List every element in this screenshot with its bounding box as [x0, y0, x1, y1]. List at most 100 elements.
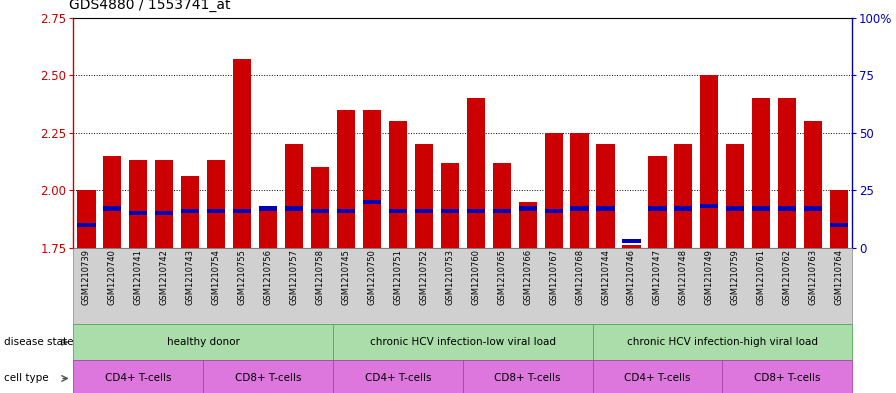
Bar — [519, 202, 537, 248]
Bar — [155, 160, 174, 248]
Text: GSM1210756: GSM1210756 — [263, 249, 272, 305]
Bar — [571, 206, 589, 211]
Bar — [571, 132, 589, 248]
Text: GSM1210760: GSM1210760 — [471, 249, 480, 305]
Bar — [415, 144, 433, 248]
Text: CD4+ T-cells: CD4+ T-cells — [365, 373, 431, 384]
Bar — [233, 59, 251, 248]
Bar — [285, 206, 303, 211]
Text: GSM1210749: GSM1210749 — [705, 249, 714, 305]
Bar — [727, 144, 745, 248]
Bar — [467, 98, 485, 248]
Bar — [545, 132, 563, 248]
Bar — [77, 222, 96, 227]
Text: chronic HCV infection-low viral load: chronic HCV infection-low viral load — [370, 337, 556, 347]
Bar — [493, 163, 511, 248]
Bar — [337, 209, 355, 213]
Text: GSM1210741: GSM1210741 — [134, 249, 142, 305]
Bar — [233, 209, 251, 213]
Text: GSM1210754: GSM1210754 — [211, 249, 220, 305]
Text: CD8+ T-cells: CD8+ T-cells — [495, 373, 561, 384]
Bar — [207, 160, 225, 248]
Text: GSM1210744: GSM1210744 — [601, 249, 610, 305]
Bar — [597, 144, 615, 248]
Bar — [675, 206, 693, 211]
Bar — [129, 211, 148, 215]
Bar — [830, 222, 849, 227]
Bar — [804, 206, 823, 211]
Bar — [103, 156, 122, 248]
Bar — [155, 211, 174, 215]
Bar — [701, 75, 719, 248]
Text: GSM1210762: GSM1210762 — [783, 249, 792, 305]
Bar — [259, 206, 277, 248]
Bar — [623, 245, 641, 248]
Text: GSM1210753: GSM1210753 — [445, 249, 454, 305]
Bar — [649, 206, 667, 211]
Text: GSM1210750: GSM1210750 — [367, 249, 376, 305]
Text: GSM1210746: GSM1210746 — [627, 249, 636, 305]
Text: GSM1210745: GSM1210745 — [341, 249, 350, 305]
Text: GSM1210768: GSM1210768 — [575, 249, 584, 305]
Text: GSM1210748: GSM1210748 — [679, 249, 688, 305]
Text: GSM1210765: GSM1210765 — [497, 249, 506, 305]
Bar — [545, 209, 563, 213]
Text: GSM1210747: GSM1210747 — [653, 249, 662, 305]
Bar — [752, 98, 771, 248]
Text: healthy donor: healthy donor — [167, 337, 240, 347]
Text: GSM1210743: GSM1210743 — [185, 249, 194, 305]
Bar — [778, 98, 797, 248]
Bar — [804, 121, 823, 248]
Text: GSM1210766: GSM1210766 — [523, 249, 532, 305]
Text: GSM1210764: GSM1210764 — [834, 249, 844, 305]
Bar — [727, 206, 745, 211]
Bar — [363, 200, 381, 204]
Bar — [493, 209, 511, 213]
Bar — [207, 209, 225, 213]
Text: CD8+ T-cells: CD8+ T-cells — [235, 373, 301, 384]
Bar — [311, 167, 329, 248]
Bar — [778, 206, 797, 211]
Text: disease state: disease state — [4, 337, 74, 347]
Text: cell type: cell type — [4, 373, 49, 384]
Bar — [675, 144, 693, 248]
Text: GSM1210751: GSM1210751 — [393, 249, 402, 305]
Bar — [129, 160, 148, 248]
Bar — [441, 209, 459, 213]
Bar — [649, 156, 667, 248]
Bar — [181, 176, 199, 248]
Bar — [337, 110, 355, 248]
Text: GDS4880 / 1553741_at: GDS4880 / 1553741_at — [69, 0, 230, 12]
Text: chronic HCV infection-high viral load: chronic HCV infection-high viral load — [627, 337, 818, 347]
Text: GSM1210757: GSM1210757 — [289, 249, 298, 305]
Bar — [285, 144, 303, 248]
Text: GSM1210755: GSM1210755 — [237, 249, 246, 305]
Bar — [77, 190, 96, 248]
Bar — [597, 206, 615, 211]
Bar — [415, 209, 433, 213]
Text: GSM1210740: GSM1210740 — [108, 249, 116, 305]
Text: CD4+ T-cells: CD4+ T-cells — [625, 373, 691, 384]
Bar — [389, 209, 407, 213]
Bar — [623, 239, 641, 243]
Bar — [311, 209, 329, 213]
Text: CD8+ T-cells: CD8+ T-cells — [754, 373, 821, 384]
Bar — [519, 206, 537, 211]
Bar — [830, 190, 849, 248]
Text: CD4+ T-cells: CD4+ T-cells — [105, 373, 172, 384]
Bar — [259, 206, 277, 211]
Bar — [181, 209, 199, 213]
Bar — [467, 209, 485, 213]
Bar — [441, 163, 459, 248]
Bar — [389, 121, 407, 248]
Text: GSM1210761: GSM1210761 — [757, 249, 766, 305]
Text: GSM1210763: GSM1210763 — [809, 249, 818, 305]
Text: GSM1210752: GSM1210752 — [419, 249, 428, 305]
Text: GSM1210759: GSM1210759 — [731, 249, 740, 305]
Text: GSM1210758: GSM1210758 — [315, 249, 324, 305]
Bar — [363, 110, 381, 248]
Bar — [701, 204, 719, 208]
Bar — [103, 206, 122, 211]
Text: GSM1210739: GSM1210739 — [82, 249, 91, 305]
Text: GSM1210742: GSM1210742 — [159, 249, 168, 305]
